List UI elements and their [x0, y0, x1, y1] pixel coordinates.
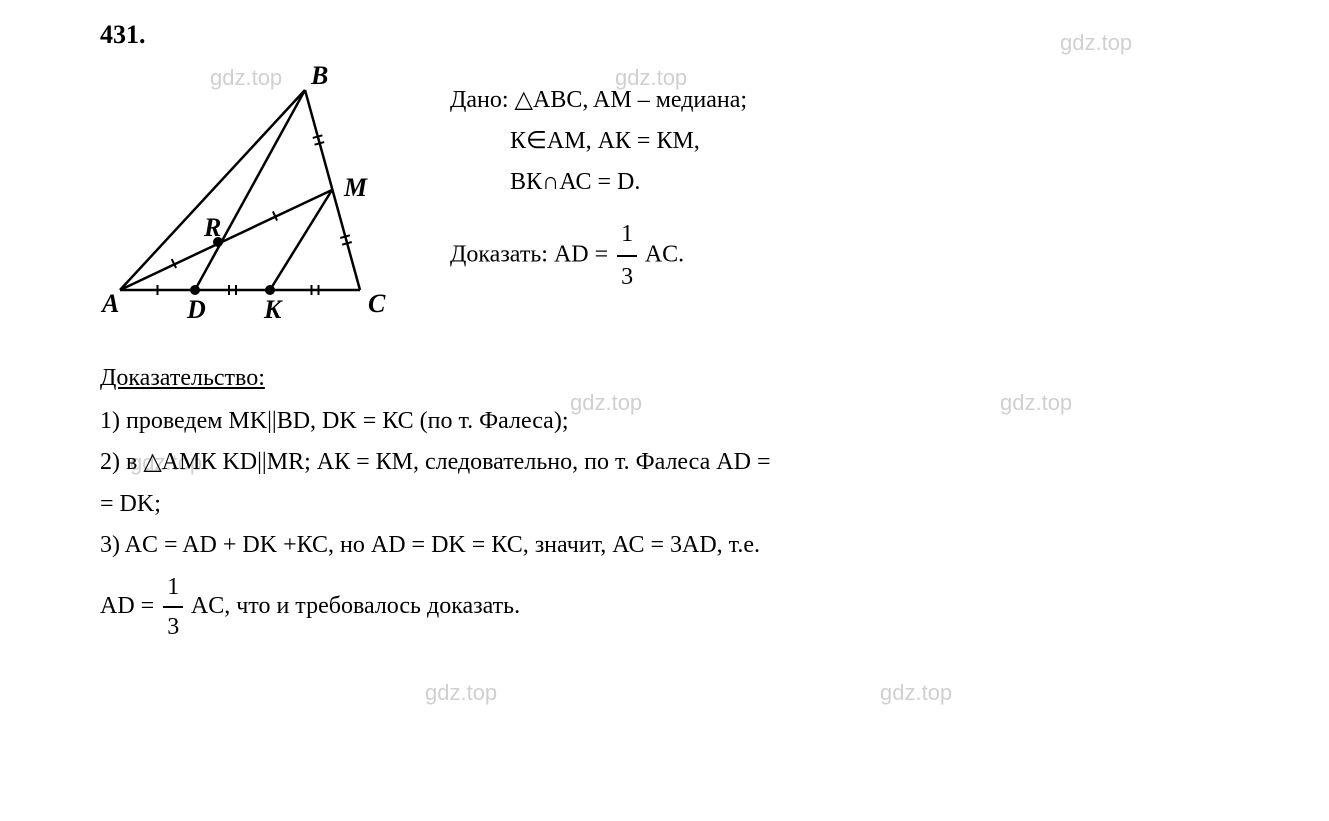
given-line1: Дано: △ABC, AM – медиана;	[450, 80, 747, 121]
proof-fraction: 13	[163, 568, 183, 647]
given-line1-text: △ABC, AM – медиана;	[509, 87, 748, 113]
problem-number: 431.	[100, 20, 1229, 50]
top-section: A B C M D K R Дано: △ABC, AM – медиана; К∈АМ, …	[100, 60, 1229, 340]
proof-body: 1) проведем MK||BD, DK = КС (по т. Фалес…	[100, 402, 1229, 646]
svg-text:B: B	[310, 61, 328, 90]
given-line2: К∈АМ, АК = КМ,	[450, 121, 747, 162]
svg-text:A: A	[100, 289, 119, 318]
given-section: Дано: △ABC, AM – медиана; К∈АМ, АК = КМ,…	[450, 60, 747, 340]
proof-heading: Доказательство:	[100, 365, 1229, 392]
prove-line: Доказать: AD = 13 AC.	[450, 214, 747, 298]
proof-step3b-2: AC, что и требовалось доказать.	[186, 592, 520, 618]
watermark: gdz.top	[425, 680, 497, 706]
prove-fraction: 13	[617, 214, 637, 298]
prove-text2: AC.	[640, 242, 684, 268]
proof-frac-den: 3	[163, 608, 183, 646]
proof-step2a: 2) в △АМК KD||MR; АК = КМ, следовательно…	[100, 443, 1229, 481]
prove-frac-den: 3	[617, 257, 637, 298]
svg-text:M: M	[343, 173, 368, 202]
prove-heading: Доказать:	[450, 242, 548, 268]
watermark: gdz.top	[880, 680, 952, 706]
proof-step1: 1) проведем MK||BD, DK = КС (по т. Фалес…	[100, 402, 1229, 440]
triangle-diagram: A B C M D K R	[100, 60, 400, 340]
proof-step3a: 3) AC = AD + DK +КС, но AD = DK = КС, зн…	[100, 526, 1229, 564]
given-heading: Дано:	[450, 87, 509, 113]
svg-text:K: K	[263, 295, 283, 324]
svg-text:R: R	[203, 213, 221, 242]
proof-step3b-1: AD =	[100, 592, 160, 618]
proof-frac-num: 1	[163, 568, 183, 608]
prove-text1: AD =	[548, 242, 614, 268]
proof-step3b: AD = 13 AC, что и требовалось доказать.	[100, 568, 1229, 647]
svg-text:D: D	[186, 295, 206, 324]
given-line3: ВК∩АС = D.	[450, 162, 747, 203]
svg-text:C: C	[368, 289, 386, 318]
prove-frac-num: 1	[617, 214, 637, 257]
proof-step2b: = DK;	[100, 485, 1229, 523]
